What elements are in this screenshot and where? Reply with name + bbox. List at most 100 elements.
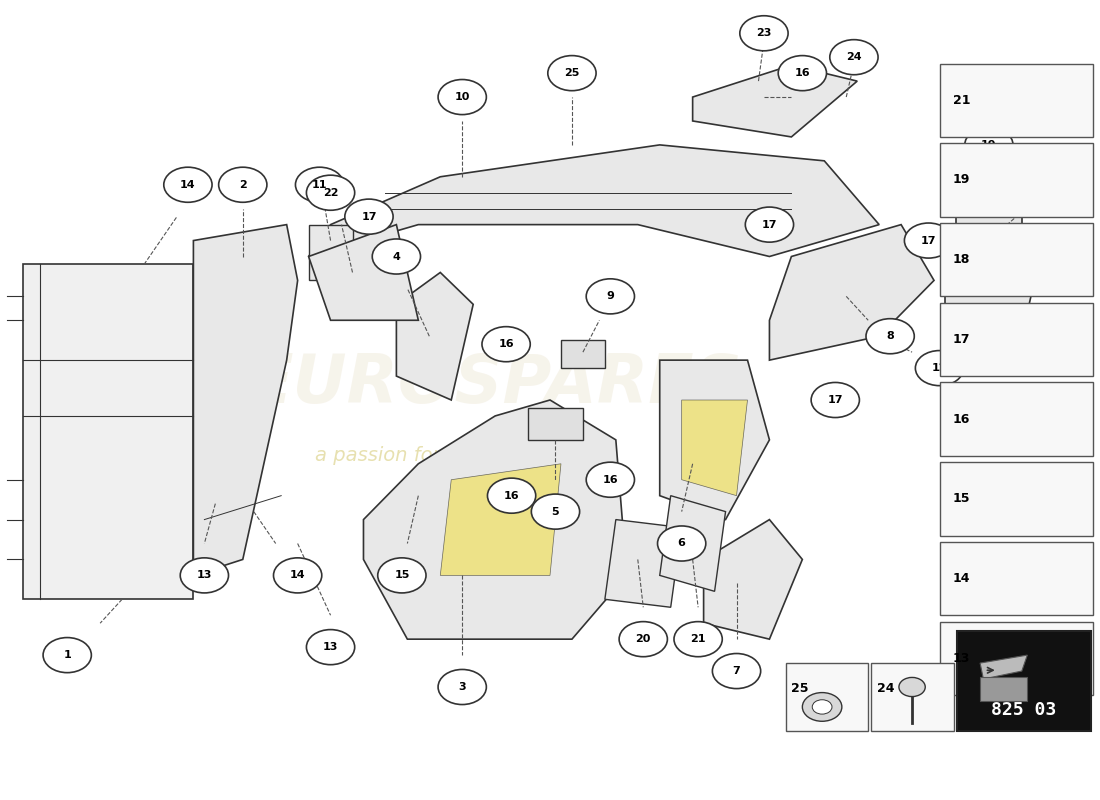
Polygon shape bbox=[396, 273, 473, 400]
Text: 22: 22 bbox=[322, 188, 339, 198]
Polygon shape bbox=[980, 655, 1027, 679]
Text: 16: 16 bbox=[498, 339, 514, 349]
Polygon shape bbox=[945, 201, 1044, 360]
FancyBboxPatch shape bbox=[23, 265, 194, 599]
Circle shape bbox=[1003, 167, 1052, 202]
Circle shape bbox=[531, 494, 580, 529]
Circle shape bbox=[180, 558, 229, 593]
FancyBboxPatch shape bbox=[939, 462, 1093, 535]
Circle shape bbox=[307, 175, 354, 210]
Circle shape bbox=[778, 56, 826, 90]
Circle shape bbox=[658, 526, 706, 561]
Text: 17: 17 bbox=[953, 333, 970, 346]
FancyBboxPatch shape bbox=[871, 663, 954, 731]
Polygon shape bbox=[309, 225, 352, 281]
Circle shape bbox=[811, 382, 859, 418]
Text: 17: 17 bbox=[827, 395, 843, 405]
Circle shape bbox=[43, 638, 91, 673]
Polygon shape bbox=[693, 65, 857, 137]
Text: 8: 8 bbox=[887, 331, 894, 342]
Text: 24: 24 bbox=[846, 52, 861, 62]
Text: 15: 15 bbox=[394, 570, 409, 580]
Text: 23: 23 bbox=[757, 28, 771, 38]
FancyBboxPatch shape bbox=[980, 677, 1027, 701]
Text: 2: 2 bbox=[239, 180, 246, 190]
Circle shape bbox=[372, 239, 420, 274]
FancyBboxPatch shape bbox=[785, 663, 868, 731]
Text: 17: 17 bbox=[361, 212, 376, 222]
FancyBboxPatch shape bbox=[957, 631, 1091, 731]
Text: 5: 5 bbox=[552, 506, 559, 517]
Circle shape bbox=[866, 318, 914, 354]
Circle shape bbox=[274, 558, 322, 593]
Circle shape bbox=[829, 40, 878, 74]
FancyBboxPatch shape bbox=[528, 408, 583, 440]
Text: 9: 9 bbox=[606, 291, 614, 302]
Polygon shape bbox=[309, 145, 879, 257]
Circle shape bbox=[438, 79, 486, 114]
Circle shape bbox=[377, 558, 426, 593]
Circle shape bbox=[586, 279, 635, 314]
FancyBboxPatch shape bbox=[939, 63, 1093, 137]
Circle shape bbox=[802, 693, 842, 722]
FancyBboxPatch shape bbox=[939, 302, 1093, 376]
Polygon shape bbox=[309, 225, 418, 320]
Circle shape bbox=[740, 16, 788, 51]
Text: 13: 13 bbox=[953, 652, 970, 665]
Text: 17: 17 bbox=[921, 235, 936, 246]
Text: 14: 14 bbox=[180, 180, 196, 190]
Text: a passion for parts since 1985: a passion for parts since 1985 bbox=[315, 446, 609, 466]
Circle shape bbox=[674, 622, 723, 657]
Circle shape bbox=[548, 56, 596, 90]
FancyBboxPatch shape bbox=[939, 223, 1093, 296]
Text: 19: 19 bbox=[981, 140, 997, 150]
Text: 25: 25 bbox=[791, 682, 808, 695]
Circle shape bbox=[586, 462, 635, 498]
Circle shape bbox=[344, 199, 393, 234]
FancyBboxPatch shape bbox=[939, 542, 1093, 615]
Circle shape bbox=[812, 700, 832, 714]
Polygon shape bbox=[682, 400, 748, 496]
Text: 19: 19 bbox=[953, 174, 970, 186]
Polygon shape bbox=[956, 161, 1022, 241]
Circle shape bbox=[482, 326, 530, 362]
Text: 16: 16 bbox=[603, 474, 618, 485]
Text: 825 03: 825 03 bbox=[991, 701, 1057, 719]
Circle shape bbox=[713, 654, 761, 689]
Circle shape bbox=[164, 167, 212, 202]
Circle shape bbox=[904, 223, 953, 258]
Circle shape bbox=[296, 167, 343, 202]
Text: 14: 14 bbox=[953, 572, 970, 585]
Text: 4: 4 bbox=[393, 251, 400, 262]
Text: 20: 20 bbox=[636, 634, 651, 644]
FancyBboxPatch shape bbox=[561, 340, 605, 368]
Text: 12: 12 bbox=[932, 363, 947, 373]
Polygon shape bbox=[660, 360, 769, 519]
FancyBboxPatch shape bbox=[939, 143, 1093, 217]
Text: 16: 16 bbox=[504, 490, 519, 501]
Circle shape bbox=[746, 207, 793, 242]
Text: 24: 24 bbox=[877, 682, 894, 695]
Text: 10: 10 bbox=[454, 92, 470, 102]
Text: 14: 14 bbox=[289, 570, 306, 580]
Text: 18: 18 bbox=[953, 253, 970, 266]
Text: 6: 6 bbox=[678, 538, 685, 549]
Text: EUROSPARES: EUROSPARES bbox=[248, 351, 742, 417]
Text: 7: 7 bbox=[733, 666, 740, 676]
Polygon shape bbox=[363, 400, 627, 639]
Text: 21: 21 bbox=[953, 94, 970, 106]
Circle shape bbox=[619, 622, 668, 657]
Circle shape bbox=[438, 670, 486, 705]
Text: 11: 11 bbox=[311, 180, 328, 190]
Polygon shape bbox=[194, 225, 298, 575]
Text: 1: 1 bbox=[64, 650, 72, 660]
Text: 13: 13 bbox=[197, 570, 212, 580]
Text: 15: 15 bbox=[953, 492, 970, 506]
Text: 13: 13 bbox=[323, 642, 338, 652]
Circle shape bbox=[307, 630, 354, 665]
Circle shape bbox=[487, 478, 536, 514]
Text: 17: 17 bbox=[761, 220, 778, 230]
Polygon shape bbox=[769, 225, 934, 360]
Text: 25: 25 bbox=[564, 68, 580, 78]
Circle shape bbox=[915, 350, 964, 386]
